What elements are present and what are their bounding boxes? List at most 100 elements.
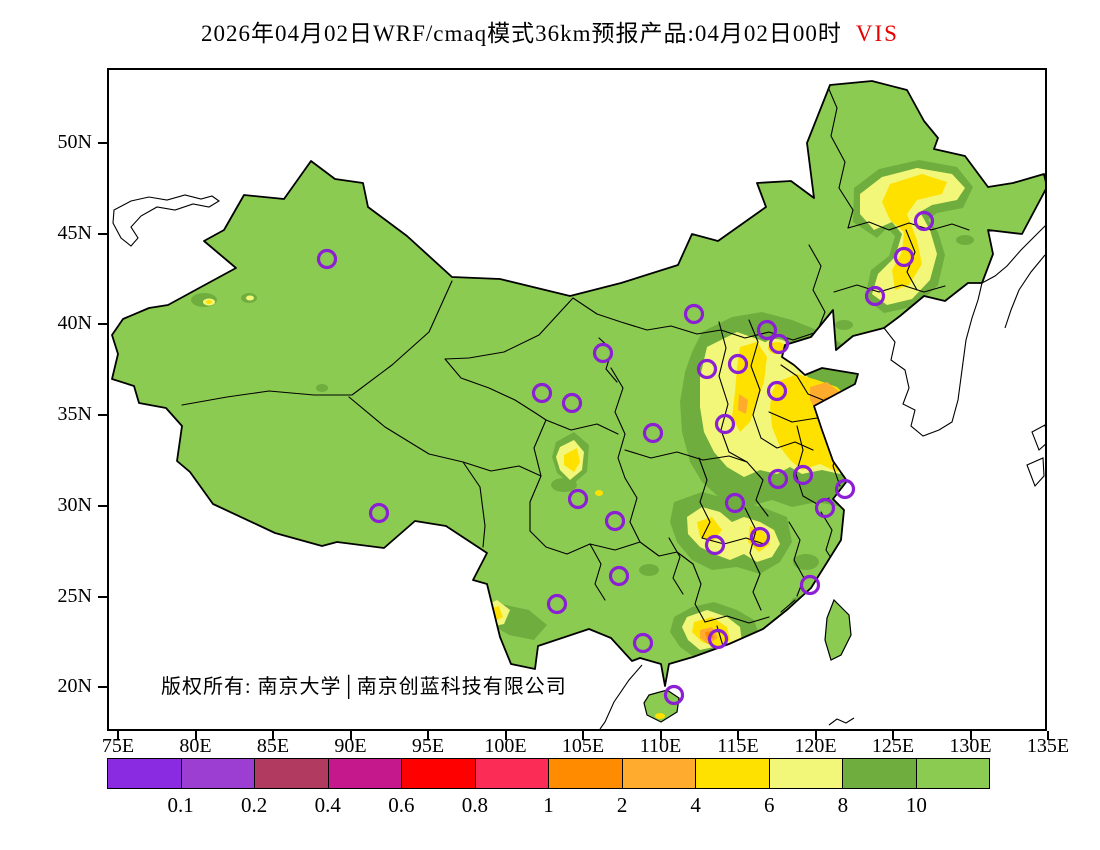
- colorbar-label: 4: [690, 793, 701, 817]
- city-marker: [561, 392, 583, 414]
- x-axis-tick: [892, 731, 894, 740]
- colorbar-segment: [254, 759, 328, 788]
- foreign-coastlines: [112, 194, 1045, 729]
- japan-island-1: [1031, 424, 1045, 451]
- x-axis-label: 90E: [334, 735, 367, 757]
- colorbar-segment: [180, 759, 254, 788]
- x-axis-tick: [969, 731, 972, 740]
- colorbar-segment: [842, 759, 916, 788]
- city-marker: [567, 488, 589, 510]
- colorbar-segment: [915, 759, 989, 788]
- colorbar-label: 0.6: [388, 793, 415, 817]
- colorbar: [107, 758, 990, 789]
- x-axis-tick: [737, 731, 739, 740]
- city-marker: [864, 285, 886, 307]
- colorbar-segment: [695, 759, 769, 788]
- x-axis-tick: [814, 731, 817, 740]
- x-axis-label: 75E: [101, 735, 135, 757]
- colorbar-segment: [474, 759, 548, 788]
- x-axis-label: 95E: [411, 735, 445, 757]
- city-marker: [792, 464, 814, 486]
- colorbar-segment: [108, 759, 181, 788]
- colorbar-label: 0.1: [167, 793, 194, 817]
- colorbar-label: 0.8: [461, 793, 489, 817]
- y-axis-label: 45N: [57, 221, 92, 244]
- y-axis-label: 40N: [57, 312, 92, 335]
- city-marker: [756, 319, 778, 341]
- city-marker: [546, 593, 568, 615]
- city-marker: [368, 502, 390, 524]
- luzon-coastline: [828, 717, 855, 726]
- city-marker: [714, 413, 736, 435]
- city-marker: [704, 534, 726, 556]
- city-marker: [768, 333, 790, 355]
- colorbar-label: 0.4: [314, 793, 341, 817]
- city-marker: [724, 492, 746, 514]
- y-axis-label: 25N: [57, 584, 92, 607]
- x-axis-label: 110E: [639, 735, 682, 757]
- map-canvas: [111, 80, 1045, 729]
- colorbar-label: 1: [543, 793, 554, 817]
- y-axis-label: 50N: [57, 131, 92, 153]
- x-axis-tick: [117, 731, 119, 740]
- x-axis-label: 135E: [1026, 735, 1070, 757]
- x-axis-label: 125E: [871, 735, 915, 757]
- province-boundaries: [181, 81, 970, 647]
- x-axis-tick: [349, 731, 352, 740]
- taiwan-island: [824, 598, 852, 661]
- city-marker: [766, 380, 788, 402]
- colorbar-segment: [401, 759, 475, 788]
- city-marker: [893, 246, 915, 268]
- city-marker: [834, 478, 856, 500]
- title-variable-label: VIS: [855, 21, 899, 46]
- x-axis-label: 115E: [717, 735, 759, 757]
- colorbar-label: 8: [837, 793, 849, 817]
- y-axis-tick: [98, 504, 107, 507]
- city-marker: [642, 422, 664, 444]
- x-axis-tick: [582, 731, 584, 740]
- x-axis-tick: [504, 731, 507, 740]
- y-axis-label: 30N: [57, 493, 92, 516]
- city-marker: [592, 342, 614, 364]
- x-axis-tick: [1047, 731, 1049, 740]
- lake-balkhash-outline: [112, 194, 221, 247]
- x-axis-tick: [272, 731, 274, 740]
- city-marker: [608, 565, 630, 587]
- city-marker: [727, 353, 749, 375]
- y-axis-tick: [98, 595, 107, 598]
- city-marker: [767, 468, 789, 490]
- islands: [643, 598, 852, 723]
- x-axis-label: 130E: [949, 735, 992, 757]
- x-axis-tick: [194, 731, 197, 740]
- y-axis-label: 35N: [57, 403, 92, 426]
- y-axis-tick: [98, 232, 107, 235]
- colorbar-segment: [768, 759, 842, 788]
- hainan-island: [643, 689, 680, 723]
- y-axis-tick: [98, 686, 107, 689]
- y-axis-tick: [98, 414, 107, 417]
- colorbar-segment: [548, 759, 622, 788]
- colorbar-label: 10: [905, 793, 927, 817]
- y-axis-label: 20N: [57, 675, 92, 698]
- hainan-yellow-patch: [655, 713, 665, 719]
- map-frame: 版权所有: 南京大学│南京创蓝科技有限公司: [107, 68, 1047, 731]
- russia-coastline-2: [1004, 254, 1045, 329]
- x-axis-label: 100E: [484, 735, 527, 757]
- title-text: 2026年04月02日WRF/cmaq模式36km预报产品:04月02日00时: [201, 21, 842, 46]
- colorbar-segment: [621, 759, 695, 788]
- japan-island-2: [1026, 457, 1045, 488]
- x-axis-tick: [659, 731, 662, 740]
- city-marker: [316, 248, 338, 270]
- russia-coastline: [981, 225, 1045, 284]
- copyright-text: 版权所有: 南京大学│南京创蓝科技有限公司: [161, 676, 567, 698]
- city-marker: [799, 574, 821, 596]
- city-marker: [814, 497, 836, 519]
- city-marker: [531, 382, 553, 404]
- y-axis-tick: [98, 142, 107, 144]
- x-axis-label: 85E: [256, 735, 290, 757]
- china-landmass: [112, 81, 1045, 686]
- city-marker: [696, 358, 718, 380]
- x-axis-label: 105E: [561, 735, 605, 757]
- x-axis-label: 120E: [794, 735, 837, 757]
